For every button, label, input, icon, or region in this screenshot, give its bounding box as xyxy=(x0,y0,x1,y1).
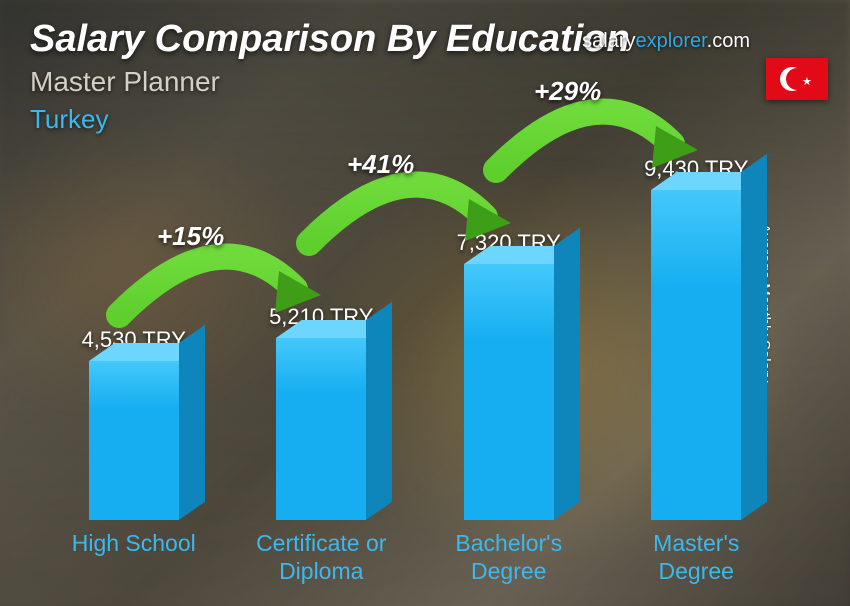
brand-label: salaryexplorer.com xyxy=(582,30,750,53)
bar-category-label: Certificate orDiploma xyxy=(256,530,386,586)
bar-column: 4,530 TRYHigh School xyxy=(44,327,224,586)
brand-mid: explorer xyxy=(636,30,707,52)
bar-category-label: Bachelor'sDegree xyxy=(455,530,562,586)
bar xyxy=(89,361,179,520)
bar xyxy=(651,190,741,520)
country-flag: ★ xyxy=(766,58,828,100)
bar-chart: 4,530 TRYHigh School5,210 TRYCertificate… xyxy=(40,156,790,586)
bar xyxy=(464,264,554,520)
chart-country: Turkey xyxy=(30,104,109,135)
crescent-icon xyxy=(780,67,804,91)
bar xyxy=(276,338,366,520)
chart-title: Salary Comparison By Education xyxy=(30,18,630,61)
bar-column: 7,320 TRYBachelor'sDegree xyxy=(419,230,599,586)
increment-label: +29% xyxy=(534,76,601,107)
bar-column: 5,210 TRYCertificate orDiploma xyxy=(231,304,411,586)
infographic-container: Salary Comparison By Education Master Pl… xyxy=(0,0,850,606)
brand-prefix: salary xyxy=(582,30,635,52)
chart-subtitle: Master Planner xyxy=(30,66,220,98)
bar-category-label: High School xyxy=(72,530,196,586)
bar-category-label: Master'sDegree xyxy=(653,530,739,586)
brand-suffix: .com xyxy=(707,30,750,52)
bar-column: 9,430 TRYMaster'sDegree xyxy=(606,156,786,586)
star-icon: ★ xyxy=(802,75,812,88)
